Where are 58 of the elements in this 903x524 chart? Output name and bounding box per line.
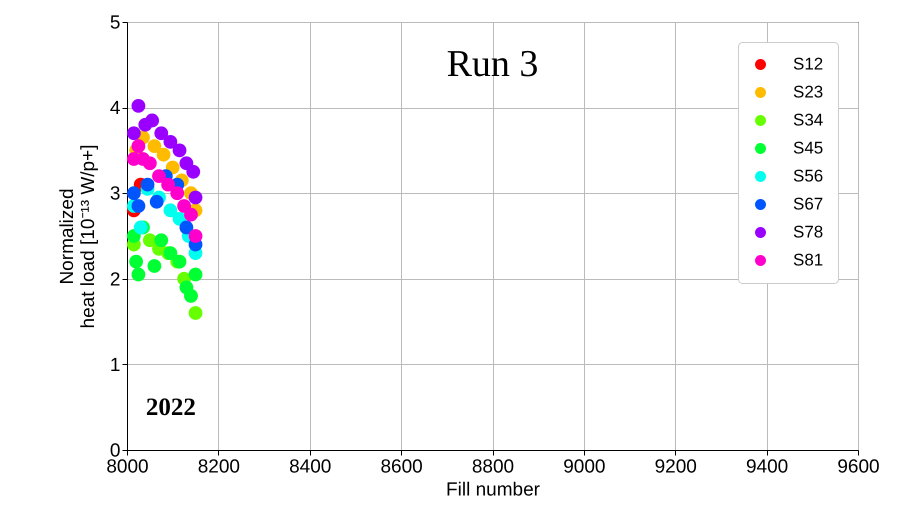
point [129,254,144,269]
y-tick-label: 5 [110,12,120,34]
x-tick-label: 9400 [746,456,788,478]
point [172,144,186,158]
point [132,268,146,282]
legend-label: S34 [793,110,824,130]
point [148,139,162,153]
y-tick-label: 2 [110,269,120,290]
y-tick-label: 1 [110,354,120,376]
y-axis-title: Normalized heat load [10⁻¹³ W/p+] [56,144,99,328]
point [184,208,198,222]
legend-label: S67 [793,194,824,214]
point [134,220,148,234]
point [188,268,202,282]
y-tick-label: 3 [110,184,120,205]
point [152,169,166,183]
point [148,259,162,273]
y-tick-label: 4 [110,98,121,120]
x-tick-label: 8800 [472,456,514,478]
x-tick-label: 8600 [380,456,423,478]
point [188,190,202,204]
point [164,246,178,260]
point [126,126,141,140]
x-tick-label: 8000 [106,456,149,478]
legend-label: S81 [793,250,824,270]
x-tick-label: 9200 [654,456,697,478]
legend-label: S12 [793,54,824,74]
annotation: Run 3 [446,42,538,85]
x-tick-label: 8400 [289,456,332,478]
point [188,306,202,320]
point [170,186,184,200]
point [154,233,168,248]
point [132,99,146,113]
point [142,156,157,170]
x-axis-title: Fill number [446,480,541,500]
point [188,229,202,243]
point [154,126,168,140]
point [164,203,178,218]
point [126,186,141,200]
point [145,114,160,128]
point [156,148,170,162]
legend-label: S45 [793,138,824,158]
point [164,134,178,149]
annotation: 2022 [146,394,196,422]
point [150,194,164,209]
point [172,254,186,269]
point [132,139,146,153]
legend-label: S23 [793,82,824,102]
point [132,199,146,213]
legend-label: S78 [793,222,824,242]
point [186,164,200,179]
x-tick-label: 9600 [837,456,880,478]
x-tick-label: 8200 [198,456,240,478]
point [180,220,194,234]
point [161,178,176,192]
legend-label: S56 [793,166,824,186]
x-tick-label: 9000 [563,456,606,478]
point [140,178,154,192]
